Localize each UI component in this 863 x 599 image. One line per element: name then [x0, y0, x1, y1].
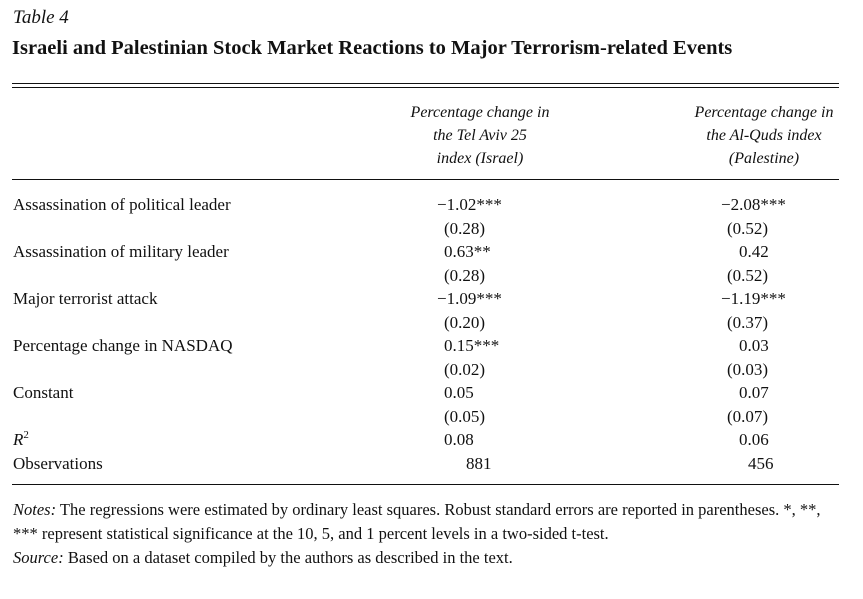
- row-label: Assassination of military leader: [13, 242, 229, 261]
- table-notes: Notes: The regressions were estimated by…: [13, 498, 843, 570]
- column-header-line: Percentage change in: [410, 104, 550, 121]
- r-squared-symbol: R: [13, 430, 24, 449]
- column-header-line: the Al-Quds index: [706, 127, 822, 144]
- notes-text: The regressions were estimated by ordina…: [13, 500, 821, 543]
- r-squared-label: R2: [13, 429, 29, 450]
- notes-paragraph: Notes: The regressions were estimated by…: [13, 498, 843, 546]
- source-text: Based on a dataset compiled by the autho…: [67, 548, 513, 567]
- se-palestine: (0.03): [727, 360, 769, 379]
- column-header-line: (Palestine): [728, 150, 800, 167]
- se-palestine: (0.52): [727, 219, 769, 238]
- row-label: Major terrorist attack: [13, 289, 158, 308]
- coef-palestine: 0.42: [739, 242, 769, 261]
- column-header-palestine: Percentage change in the Al-Quds index (…: [654, 101, 863, 170]
- row-label: Percentage change in NASDAQ: [13, 336, 233, 355]
- column-header-line: index (Israel): [436, 150, 524, 167]
- column-header-line: Percentage change in: [694, 104, 834, 121]
- se-palestine: (0.07): [727, 407, 769, 426]
- se-israel: (0.02): [444, 360, 486, 379]
- column-header-israel: Percentage change in the Tel Aviv 25 ind…: [370, 101, 590, 170]
- table-title: Israeli and Palestinian Stock Market Rea…: [12, 37, 733, 59]
- row-label: Assassination of political leader: [13, 195, 231, 214]
- observations-palestine: 456: [748, 454, 774, 473]
- coef-israel: 0.15***: [444, 336, 500, 355]
- source-paragraph: Source: Based on a dataset compiled by t…: [13, 546, 843, 570]
- bottom-rule: [12, 484, 839, 485]
- se-israel: (0.05): [444, 407, 486, 426]
- observations-label: Observations: [13, 454, 103, 473]
- notes-lead: Notes:: [13, 500, 57, 519]
- coef-israel: −1.09***: [437, 289, 502, 308]
- coef-israel: 0.63**: [444, 242, 491, 261]
- row-label: Constant: [13, 383, 74, 402]
- source-lead: Source:: [13, 548, 64, 567]
- r-squared-israel: 0.08: [444, 430, 474, 449]
- se-palestine: (0.37): [727, 313, 769, 332]
- se-israel: (0.28): [444, 219, 486, 238]
- se-palestine: (0.52): [727, 266, 769, 285]
- coef-palestine: −2.08***: [721, 195, 786, 214]
- coef-israel: −1.02***: [437, 195, 502, 214]
- table-label: Table 4: [13, 7, 69, 28]
- header-rule: [12, 179, 839, 180]
- r-squared-palestine: 0.06: [739, 430, 769, 449]
- column-header-line: the Tel Aviv 25: [433, 127, 527, 144]
- coef-palestine: 0.07: [739, 383, 769, 402]
- top-rule-double: [12, 87, 839, 88]
- coef-palestine: 0.03: [739, 336, 769, 355]
- r-squared-exponent: 2: [23, 429, 29, 441]
- observations-israel: 881: [466, 454, 492, 473]
- coef-israel: 0.05: [444, 383, 474, 402]
- se-israel: (0.28): [444, 266, 486, 285]
- coef-palestine: −1.19***: [721, 289, 786, 308]
- se-israel: (0.20): [444, 313, 486, 332]
- top-rule: [12, 83, 839, 84]
